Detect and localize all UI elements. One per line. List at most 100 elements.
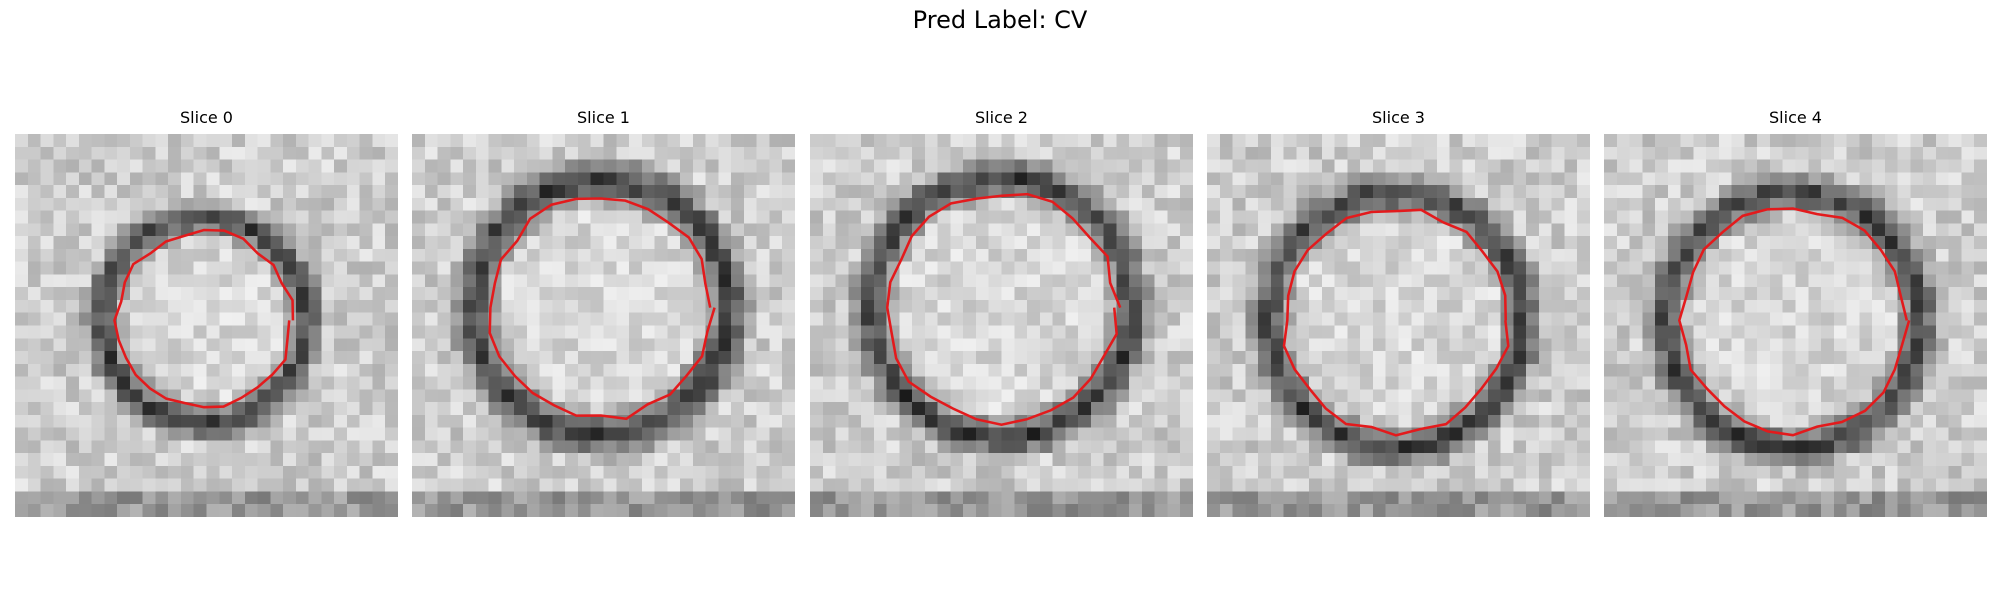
pixel	[603, 248, 617, 262]
pixel	[1052, 453, 1066, 467]
pixel	[1283, 223, 1297, 237]
pixel	[1551, 504, 1565, 517]
pixel	[437, 504, 451, 517]
pixel	[654, 351, 668, 365]
pixel	[257, 363, 271, 377]
pixel	[1334, 440, 1348, 454]
pixel	[321, 453, 335, 467]
pixel	[475, 453, 489, 467]
pixel	[1487, 427, 1501, 441]
pixel	[334, 338, 348, 352]
pixel	[1436, 146, 1450, 160]
pixel	[412, 134, 426, 148]
pixel	[1642, 261, 1656, 275]
pixel	[1910, 261, 1924, 275]
pixel	[1052, 287, 1066, 301]
pixel	[1577, 325, 1590, 339]
pixel	[66, 248, 80, 262]
pixel	[321, 402, 335, 416]
pixel	[1027, 453, 1041, 467]
pixel	[680, 274, 694, 288]
pixel	[180, 261, 194, 275]
pixel	[1245, 491, 1259, 505]
pixel	[244, 325, 258, 339]
pixel	[743, 504, 757, 517]
pixel	[1001, 274, 1015, 288]
slice-title: Slice 1	[577, 108, 630, 127]
pixel	[692, 427, 706, 441]
pixel	[283, 427, 297, 441]
pixel	[950, 491, 964, 505]
pixel	[1347, 338, 1361, 352]
pixel	[924, 504, 938, 517]
pixel	[526, 402, 540, 416]
pixel	[731, 504, 745, 517]
pixel	[1027, 465, 1041, 479]
pixel	[40, 453, 54, 467]
pixel	[1321, 325, 1335, 339]
pixel	[1538, 504, 1552, 517]
pixel	[1616, 287, 1630, 301]
pixel	[988, 248, 1002, 262]
pixel	[1629, 185, 1643, 199]
pixel	[616, 159, 630, 173]
pixel	[1449, 312, 1463, 326]
pixel	[1129, 248, 1143, 262]
pixel	[359, 312, 373, 326]
pixel	[1948, 491, 1962, 505]
pixel	[1629, 465, 1643, 479]
pixel	[1872, 427, 1886, 441]
pixel	[412, 172, 426, 186]
pixel	[1385, 274, 1399, 288]
pixel	[590, 236, 604, 250]
pixel	[963, 453, 977, 467]
pixel	[1462, 453, 1476, 467]
pixel	[937, 274, 951, 288]
pixel	[526, 287, 540, 301]
pixel	[15, 159, 29, 173]
pixel	[27, 185, 41, 199]
pixel	[1551, 478, 1565, 492]
pixel	[1449, 491, 1463, 505]
pixel	[1859, 312, 1873, 326]
pixel	[1487, 402, 1501, 416]
pixel	[1449, 478, 1463, 492]
pixel	[1680, 414, 1694, 428]
pixel	[1001, 453, 1015, 467]
pixel	[1309, 440, 1323, 454]
pixel	[219, 210, 233, 224]
pixel	[539, 491, 553, 505]
pixel	[1475, 172, 1489, 186]
pixel	[104, 491, 118, 505]
pixel	[641, 185, 655, 199]
pixel	[1180, 504, 1193, 517]
pixel	[782, 236, 795, 250]
pixel	[437, 440, 451, 454]
pixel	[1948, 312, 1962, 326]
pixel	[346, 465, 360, 479]
pixel	[1398, 274, 1412, 288]
pixel	[1180, 172, 1193, 186]
pixel	[1757, 453, 1771, 467]
pixel	[488, 236, 502, 250]
pixel	[53, 299, 67, 313]
pixel	[641, 299, 655, 313]
pixel	[1245, 363, 1259, 377]
pixel	[66, 159, 80, 173]
pixel	[1360, 134, 1374, 148]
pixel	[988, 453, 1002, 467]
pixel	[501, 210, 515, 224]
pixel	[782, 299, 795, 313]
pixel	[232, 453, 246, 467]
pixel	[629, 504, 643, 517]
pixel	[1385, 312, 1399, 326]
pixel	[1270, 325, 1284, 339]
pixel	[1321, 146, 1335, 160]
pixel	[1245, 504, 1259, 517]
pixel	[1424, 197, 1438, 211]
pixel	[886, 210, 900, 224]
pixel	[1258, 159, 1272, 173]
pixel	[692, 402, 706, 416]
pixel	[1065, 351, 1079, 365]
pixel	[1923, 159, 1937, 173]
